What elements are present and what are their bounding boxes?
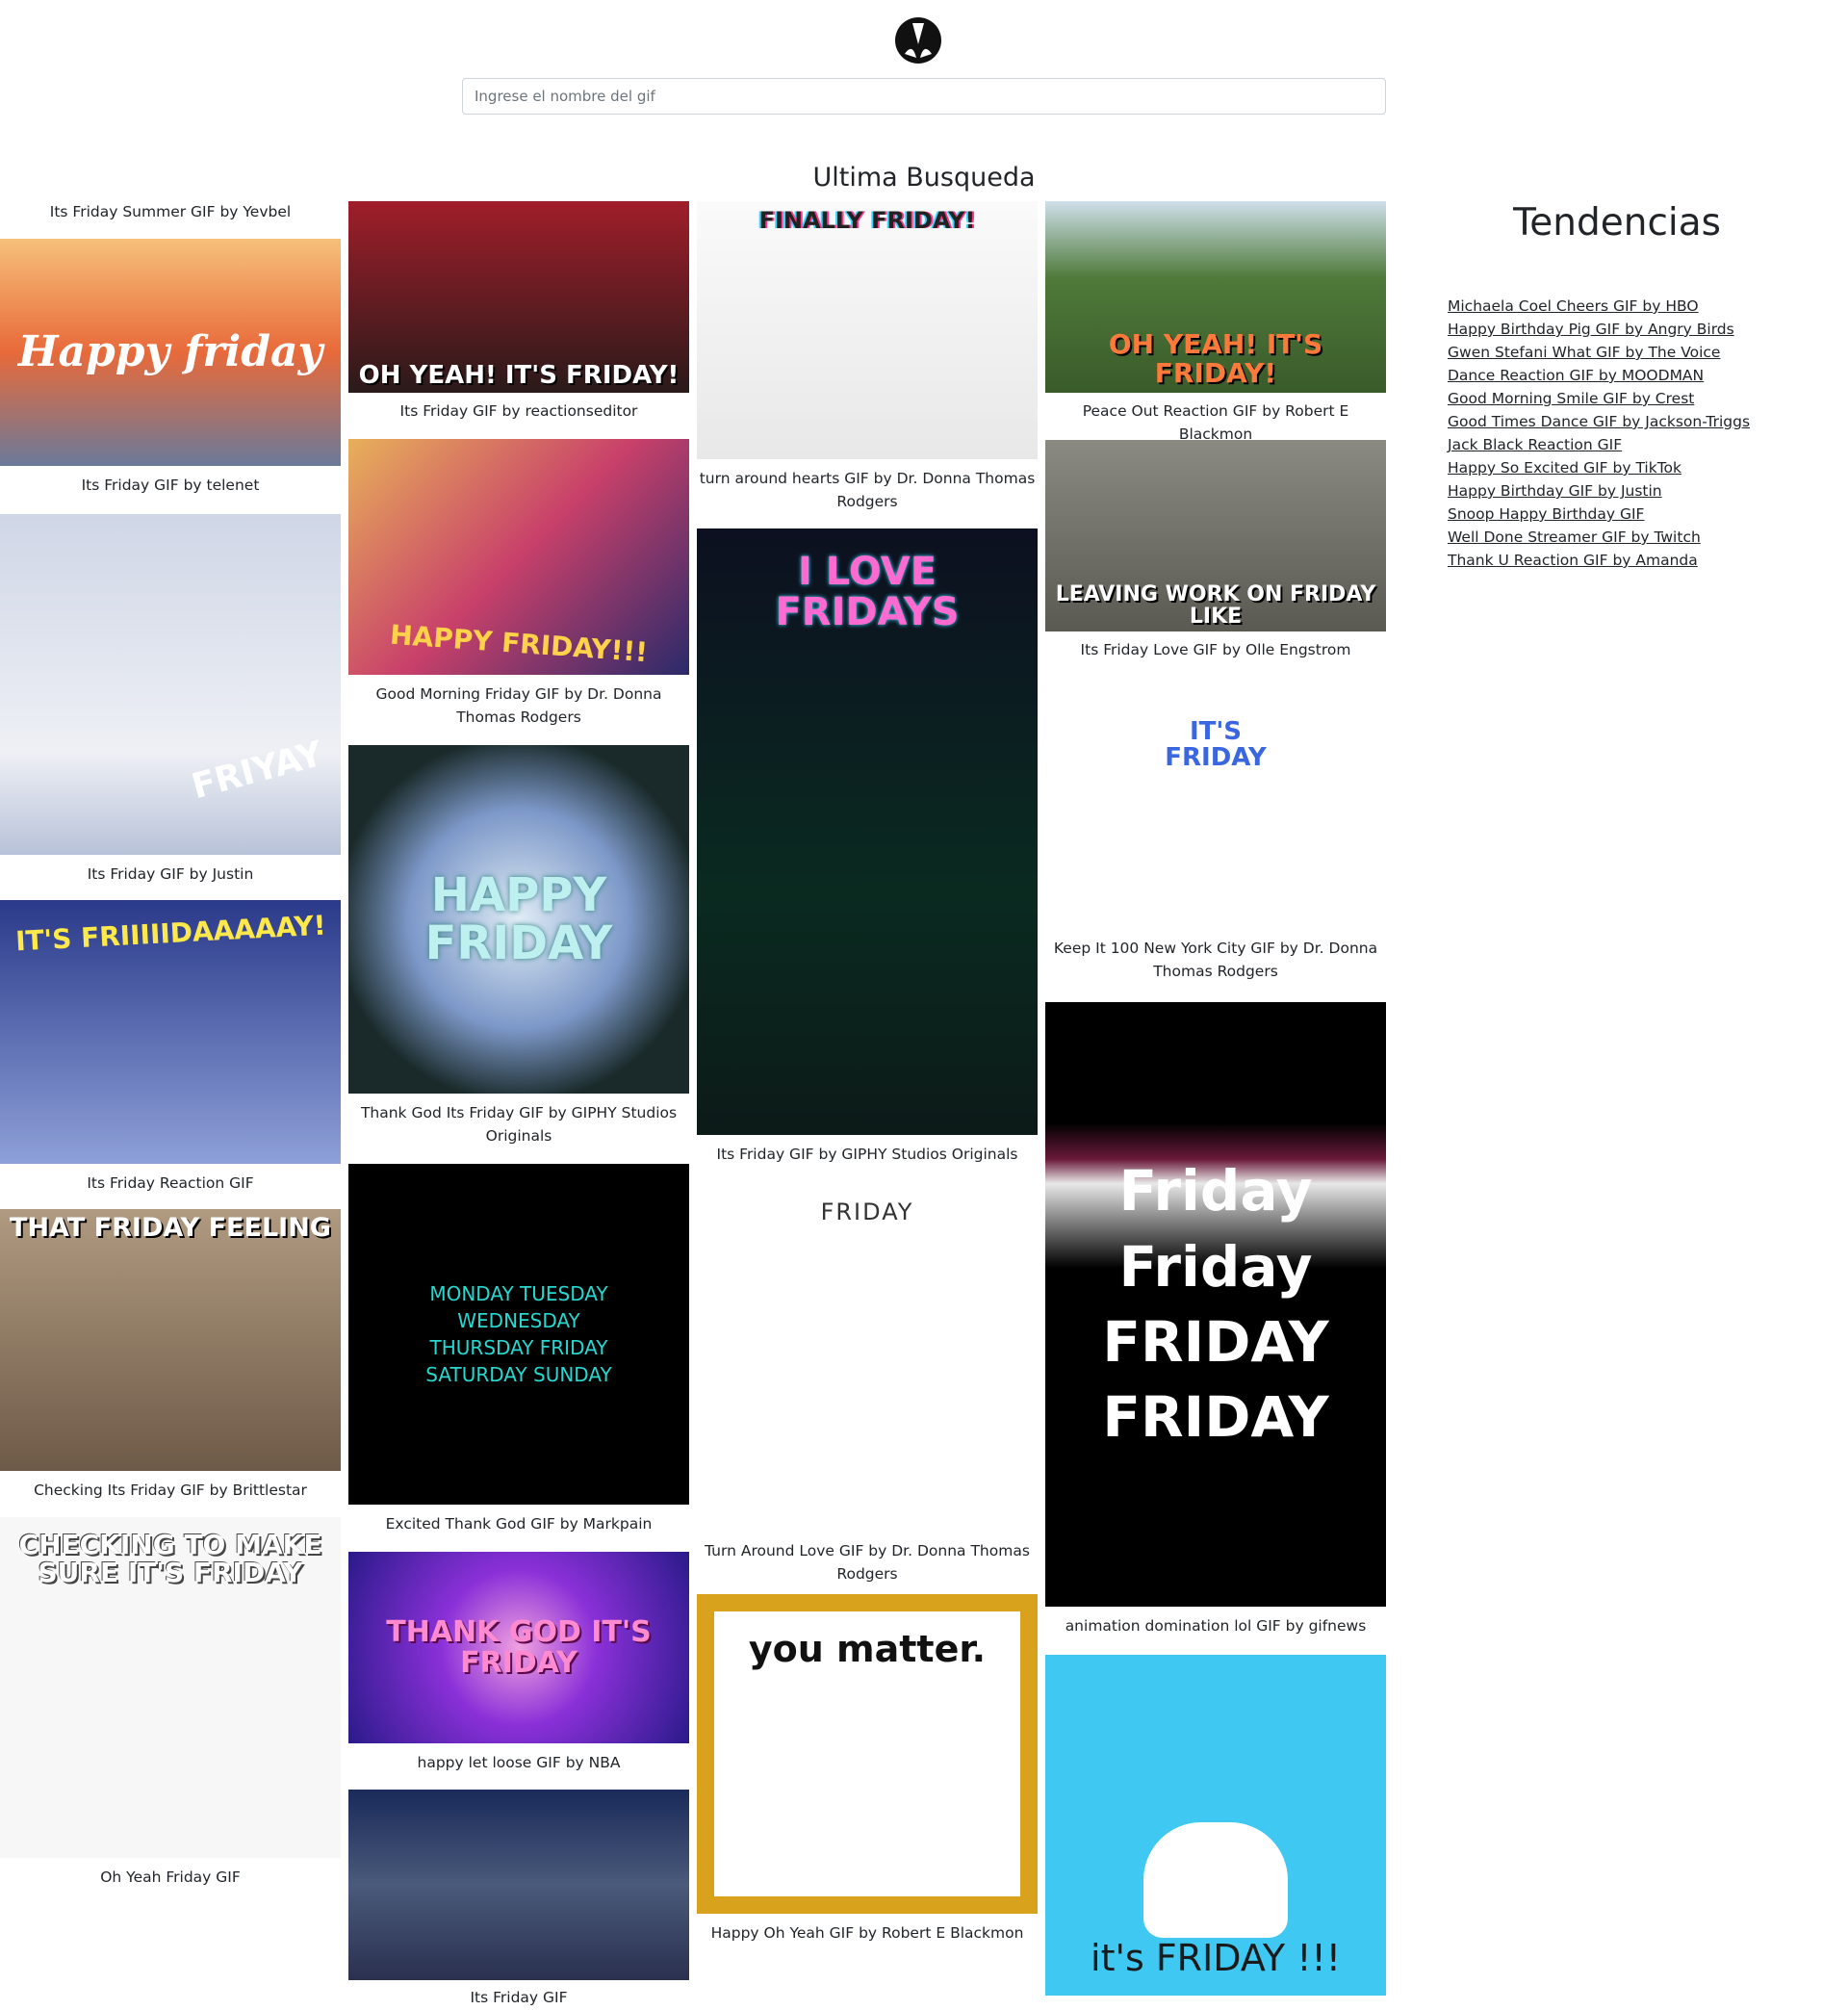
gif-image[interactable]: MONDAY TUESDAY WEDNESDAY THURSDAY FRIDAY… (348, 1164, 689, 1505)
gif-caption: Checking Its Friday GIF by Brittlestar (34, 1482, 307, 1499)
gif-image[interactable]: you matter. (697, 1594, 1038, 1914)
trend-item: Well Done Streamer GIF by Twitch (1448, 526, 1750, 549)
trend-item: Happy Birthday Pig GIF by Angry Birds (1448, 318, 1750, 341)
gif-image[interactable]: OH YEAH! IT'S FRIDAY! (1045, 201, 1386, 393)
trend-link[interactable]: Good Morning Smile GIF by Crest (1448, 390, 1695, 407)
gif-image[interactable]: HAPPY FRIDAY (348, 745, 689, 1094)
gif-character (1143, 1822, 1288, 1938)
logo-icon (895, 17, 941, 64)
gif-overlay-text: THAT FRIDAY FEELING (10, 1213, 331, 1243)
gif-overlay-text: it's FRIDAY !!! (1091, 1937, 1341, 1980)
gif-caption: Happy Oh Yeah GIF by Robert E Blackmon (710, 1924, 1024, 1942)
gif-overlay-text: FINALLY FRIDAY! (758, 207, 976, 234)
gif-caption: Thank God Its Friday GIF by GIPHY Studio… (360, 1104, 678, 1145)
gif-caption: Turn Around Love GIF by Dr. Donna Thomas… (705, 1542, 1030, 1583)
gif-overlay-text: OH YEAH! IT'S FRIDAY! (358, 360, 680, 390)
trend-link[interactable]: Well Done Streamer GIF by Twitch (1448, 528, 1701, 546)
gif-image[interactable]: FRIYAY (0, 514, 341, 855)
gif-overlay-text: THANK GOD IT'S FRIDAY (386, 1615, 652, 1680)
section-title: Ultima Busqueda (812, 163, 1036, 193)
gif-caption: Oh Yeah Friday GIF (100, 1868, 241, 1886)
trend-item: Dance Reaction GIF by MOODMAN (1448, 364, 1750, 387)
gif-caption: Its Friday GIF by Justin (87, 865, 254, 883)
gif-caption: Its Friday GIF by GIPHY Studios Original… (716, 1146, 1018, 1163)
gif-image[interactable]: THAT FRIDAY FEELING (0, 1209, 341, 1471)
trend-link[interactable]: Michaela Coel Cheers GIF by HBO (1448, 297, 1699, 315)
trend-link[interactable]: Jack Black Reaction GIF (1448, 436, 1623, 453)
trends-title: Tendencias (1513, 201, 1721, 245)
trend-link[interactable]: Dance Reaction GIF by MOODMAN (1448, 367, 1705, 384)
gif-overlay-text: OH YEAH! IT'S FRIDAY! (1108, 328, 1323, 389)
trend-link[interactable]: Thank U Reaction GIF by Amanda (1448, 552, 1698, 569)
gif-caption: Its Friday Summer GIF by Yevbel (49, 203, 292, 220)
gif-overlay-text: LEAVING WORK ON FRIDAY LIKE (1055, 581, 1376, 629)
gif-image[interactable]: FINALLY FRIDAY! (697, 201, 1038, 459)
gif-overlay-text: I LOVE FRIDAYS (775, 550, 960, 634)
gif-image[interactable]: IT'S FRIIIIIDAAAAAY! (0, 900, 341, 1164)
gif-overlay-text: HAPPY FRIDAY!!! (389, 618, 649, 668)
trend-item: Good Times Dance GIF by Jackson-Triggs (1448, 410, 1750, 433)
trend-link[interactable]: Good Times Dance GIF by Jackson-Triggs (1448, 413, 1751, 430)
trend-link[interactable]: Happy So Excited GIF by TikTok (1448, 459, 1682, 477)
gif-overlay-text: HAPPY FRIDAY (424, 867, 613, 970)
gif-image[interactable]: I LOVE FRIDAYS (697, 528, 1038, 1135)
trend-link[interactable]: Happy Birthday GIF by Justin (1448, 482, 1662, 500)
gif-image[interactable]: IT'S FRIDAY (1045, 679, 1386, 929)
gif-image[interactable]: CHECKING TO MAKE SURE IT'S FRIDAY (0, 1517, 341, 1858)
gif-image[interactable]: HAPPY FRIDAY!!! (348, 439, 689, 675)
gif-frame: you matter. (714, 1611, 1020, 1896)
gif-image[interactable]: OH YEAH! IT'S FRIDAY! (348, 201, 689, 393)
trend-item: Snoop Happy Birthday GIF (1448, 502, 1750, 526)
gif-overlay-text: you matter. (748, 1628, 987, 1670)
gif-image[interactable]: LEAVING WORK ON FRIDAY LIKE (1045, 440, 1386, 631)
gif-overlay-text: IT'S FRIIIIIDAAAAAY! (13, 909, 327, 958)
gif-image[interactable]: FRIDAY (697, 1197, 1038, 1532)
gif-overlay-text: IT'S FRIDAY (1165, 717, 1267, 773)
trend-link[interactable]: Happy Birthday Pig GIF by Angry Birds (1448, 321, 1734, 338)
trend-link[interactable]: Snoop Happy Birthday GIF (1448, 505, 1645, 523)
gif-caption: Good Morning Friday GIF by Dr. Donna Tho… (375, 685, 662, 726)
gif-caption: turn around hearts GIF by Dr. Donna Thom… (699, 470, 1036, 510)
gif-caption: Peace Out Reaction GIF by Robert E Black… (1082, 402, 1349, 443)
trend-item: Happy So Excited GIF by TikTok (1448, 456, 1750, 479)
gif-caption: Its Friday Love GIF by Olle Engstrom (1080, 641, 1351, 658)
gif-caption: animation domination lol GIF by gifnews (1065, 1617, 1367, 1635)
gif-caption: Its Friday Reaction GIF (87, 1174, 254, 1192)
gif-caption: Excited Thank God GIF by Markpain (385, 1515, 653, 1533)
gif-caption: happy let loose GIF by NBA (417, 1754, 621, 1771)
trend-item: Thank U Reaction GIF by Amanda (1448, 549, 1750, 572)
gif-caption: Its Friday GIF by reactionseditor (399, 402, 638, 420)
gif-overlay-text: Friday Friday FRIDAY FRIDAY (1102, 1158, 1329, 1451)
gif-image[interactable] (348, 1790, 689, 1980)
gif-overlay-text: MONDAY TUESDAY WEDNESDAY THURSDAY FRIDAY… (425, 1282, 612, 1386)
gif-overlay-text: FRIYAY (187, 734, 327, 808)
gif-overlay-text: FRIDAY (820, 1198, 914, 1225)
trend-item: Michaela Coel Cheers GIF by HBO (1448, 295, 1750, 318)
gif-overlay-text: Happy friday (17, 326, 323, 376)
trend-item: Jack Black Reaction GIF (1448, 433, 1750, 456)
trends-list: Michaela Coel Cheers GIF by HBO Happy Bi… (1448, 295, 1750, 572)
trend-item: Gwen Stefani What GIF by The Voice (1448, 341, 1750, 364)
gif-image[interactable]: it's FRIDAY !!! (1045, 1655, 1386, 1996)
trend-link[interactable]: Gwen Stefani What GIF by The Voice (1448, 344, 1721, 361)
search-input[interactable] (462, 78, 1386, 115)
gif-caption: Its Friday GIF (470, 1989, 568, 2006)
gif-overlay-text: CHECKING TO MAKE SURE IT'S FRIDAY (18, 1529, 322, 1589)
gif-caption: Keep It 100 New York City GIF by Dr. Don… (1053, 940, 1378, 980)
trend-item: Happy Birthday GIF by Justin (1448, 479, 1750, 502)
gif-image[interactable]: Friday Friday FRIDAY FRIDAY (1045, 1002, 1386, 1607)
trend-item: Good Morning Smile GIF by Crest (1448, 387, 1750, 410)
gif-caption: Its Friday GIF by telenet (81, 477, 260, 494)
gif-image[interactable]: THANK GOD IT'S FRIDAY (348, 1552, 689, 1743)
gif-image[interactable]: Happy friday (0, 239, 341, 466)
